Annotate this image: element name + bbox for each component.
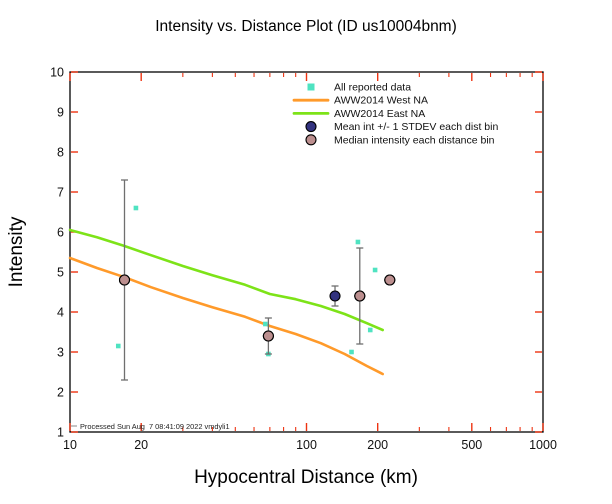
- median-intensity-point: [118, 274, 131, 286]
- x-tick-label: 20: [134, 438, 148, 452]
- legend-marker-square: [307, 83, 315, 91]
- y-tick-label: 4: [57, 306, 64, 320]
- reported-data-point: [372, 267, 378, 273]
- west-na-line: [68, 256, 385, 376]
- x-tick-label: 100: [296, 438, 317, 452]
- legend-label: AWW2014 West NA: [334, 95, 428, 107]
- y-axis-label: Intensity: [6, 216, 27, 287]
- y-tick-label: 1: [57, 426, 64, 440]
- y-tick-label: 6: [57, 226, 64, 240]
- footer-processed: Processed Sun Aug 7 08:41:09 2022 vmdyli…: [80, 422, 230, 431]
- x-tick-label: 500: [461, 438, 482, 452]
- plot-frame: [69, 71, 544, 433]
- mean-intensity-point: [329, 290, 341, 302]
- y-tick-label: 3: [57, 346, 64, 360]
- chart-title: Intensity vs. Distance Plot (ID us10004b…: [155, 18, 457, 35]
- legend-label: Median intensity each distance bin: [334, 134, 495, 146]
- plot-layer: 1 2 3 4 5 6 7 8 9 10 10 20 100 200 500 1000 All reported…: [50, 66, 557, 453]
- y-tick-label: 5: [57, 266, 64, 280]
- y-tick-label: 8: [57, 146, 64, 160]
- reported-data-point: [133, 205, 139, 211]
- reported-data-point: [367, 327, 373, 333]
- median-intensity-point: [384, 274, 396, 286]
- legend-label: AWW2014 East NA: [334, 108, 425, 120]
- y-tick-label: 9: [57, 106, 64, 120]
- y-tick-label: 2: [57, 386, 64, 400]
- legend-marker-circle: [305, 134, 317, 146]
- median-intensity-point: [262, 330, 274, 342]
- x-tick-label: 10: [63, 438, 77, 452]
- x-tick-label: 1000: [529, 438, 557, 452]
- east-na-line: [68, 228, 385, 332]
- median-intensity-point: [354, 290, 366, 302]
- legend-label: Mean int +/- 1 STDEV each dist bin: [334, 121, 498, 133]
- reported-data-point: [263, 321, 268, 327]
- reported-data-point: [355, 239, 361, 245]
- y-tick-label: 7: [57, 186, 64, 200]
- reported-data-point: [349, 349, 354, 355]
- reported-data-point: [115, 343, 121, 349]
- legend-label: All reported data: [334, 82, 411, 94]
- x-axis-label: Hypocentral Distance (km): [194, 467, 418, 488]
- y-tick-label: 10: [50, 66, 64, 80]
- legend-marker-circle: [305, 121, 317, 133]
- x-tick-label: 200: [367, 438, 388, 452]
